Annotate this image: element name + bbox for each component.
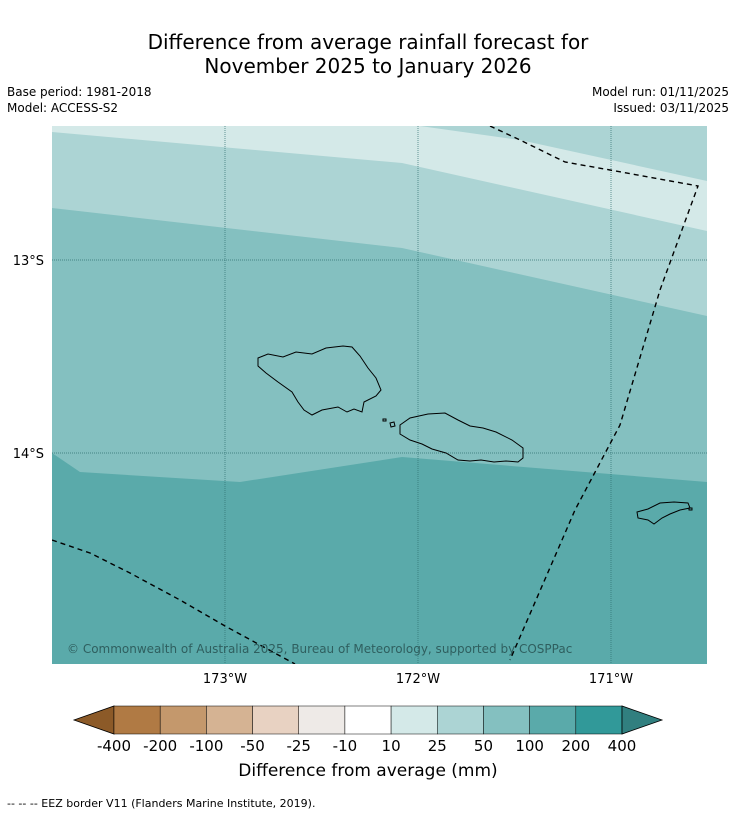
colorbar: -400 -200 -100 -50 -25 -10 10 25 50 100 200 400 xyxy=(72,705,664,755)
meta-right: Model run: 01/11/2025 Issued: 03/11/2025 xyxy=(592,84,729,116)
colorbar-segment xyxy=(113,705,161,735)
meta-left: Base period: 1981-2018 Model: ACCESS-S2 xyxy=(7,84,152,116)
islet-aunuu xyxy=(688,507,693,511)
colorbar-segment xyxy=(344,705,392,735)
copyright-notice: © Commonwealth of Australia 2025, Bureau… xyxy=(67,642,573,656)
band-100-200 xyxy=(52,453,707,664)
colorbar-tick-label: 50 xyxy=(474,737,493,755)
lon-label-171w: 171°W xyxy=(589,672,633,687)
island-savaii xyxy=(257,345,382,416)
lat-label-14s: 14°S xyxy=(13,447,44,462)
colorbar-extend-low xyxy=(72,705,115,735)
colorbar-extend-high xyxy=(621,705,664,735)
base-period: Base period: 1981-2018 xyxy=(7,85,152,99)
lat-label-13s: 13°S xyxy=(13,254,44,269)
colorbar-tick-label: -200 xyxy=(143,737,177,755)
colorbar-segment xyxy=(159,705,207,735)
lon-label-173w: 173°W xyxy=(203,672,247,687)
colorbar-tick-label: -100 xyxy=(189,737,223,755)
issued-date: Issued: 03/11/2025 xyxy=(613,101,729,115)
chart-title: Difference from average rainfall forecas… xyxy=(0,30,736,78)
eez-border-south xyxy=(52,539,296,664)
colorbar-tick-label: -10 xyxy=(333,737,358,755)
island-tutuila xyxy=(636,501,691,525)
map-area xyxy=(52,126,707,664)
colorbar-tick-label: -50 xyxy=(240,737,265,755)
title-line-2: November 2025 to January 2026 xyxy=(204,54,532,78)
colorbar-tick-label: 10 xyxy=(382,737,401,755)
model-name: Model: ACCESS-S2 xyxy=(7,101,119,115)
title-line-1: Difference from average rainfall forecas… xyxy=(147,30,589,54)
colorbar-tick-label: 25 xyxy=(428,737,447,755)
colorbar-segment xyxy=(298,705,346,735)
colorbar-segment xyxy=(390,705,438,735)
islet-manono xyxy=(389,421,396,428)
colorbar-tick-label: 100 xyxy=(515,737,544,755)
eez-border-east xyxy=(489,126,699,661)
colorbar-title: Difference from average (mm) xyxy=(238,761,498,781)
colorbar-segment xyxy=(483,705,530,735)
colorbar-tick-label: -400 xyxy=(97,737,131,755)
colorbar-tick-label: -25 xyxy=(286,737,311,755)
colorbar-segment xyxy=(575,705,623,735)
island-upolu xyxy=(399,412,524,463)
colorbar-segment xyxy=(206,705,253,735)
footer-eez-note: -- -- -- EEZ border V11 (Flanders Marine… xyxy=(7,797,316,810)
colorbar-segment xyxy=(437,705,484,735)
model-run: Model run: 01/11/2025 xyxy=(591,85,729,99)
colorbar-segment xyxy=(529,705,577,735)
colorbar-tick-label: 200 xyxy=(561,737,590,755)
band-10-25 xyxy=(52,126,707,231)
islet-apolima xyxy=(382,418,387,422)
lon-label-172w: 172°W xyxy=(396,672,440,687)
colorbar-segment xyxy=(252,705,299,735)
colorbar-tick-label: 400 xyxy=(608,737,637,755)
